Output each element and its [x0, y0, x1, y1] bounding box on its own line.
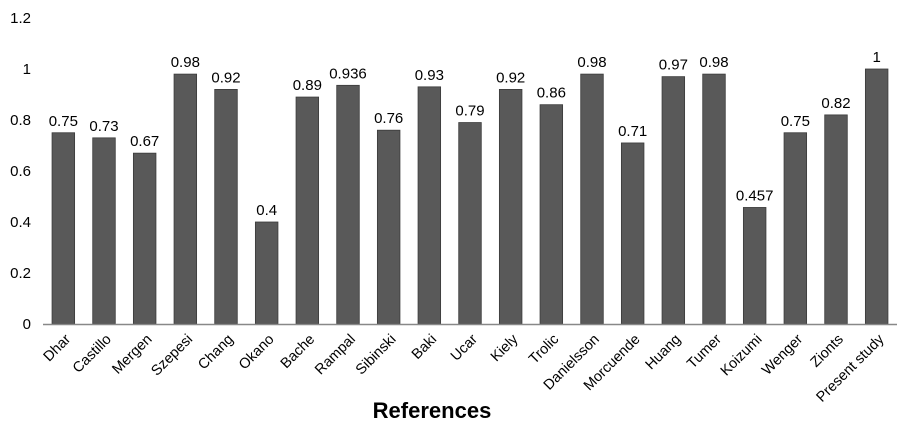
bar [336, 84, 360, 325]
bar [51, 132, 76, 325]
bar [661, 76, 686, 325]
bar-data-label: 0.92 [211, 69, 240, 86]
x-category-label: Mergen [109, 332, 155, 378]
y-tick-label: 1 [23, 61, 31, 78]
x-category-label: Baki [409, 332, 440, 363]
bar-data-label: 0.79 [455, 103, 484, 120]
x-category-label: Castillo [70, 332, 115, 377]
x-category-label: Okano [236, 332, 278, 374]
bar [92, 137, 116, 325]
bar [702, 73, 726, 325]
bar [580, 73, 604, 325]
bar [295, 96, 320, 325]
bar [824, 114, 848, 325]
bar [783, 132, 808, 325]
x-category-label: Dhar [41, 331, 75, 365]
x-category-label: Huang [643, 332, 685, 374]
bar-data-label: 0.93 [415, 67, 444, 84]
bar [417, 86, 442, 325]
bar-data-label: 0.71 [618, 123, 647, 140]
bar-data-label: 0.98 [699, 54, 728, 71]
bar [214, 89, 238, 325]
bar [498, 89, 523, 325]
y-tick-label: 0.8 [10, 112, 31, 129]
bars [51, 68, 889, 325]
bar-data-label: 0.76 [374, 110, 403, 127]
y-tick-label: 1.2 [10, 10, 31, 27]
bar-data-label: 0.97 [659, 57, 688, 74]
bar-data-label: 0.67 [130, 133, 159, 150]
y-tick-label: 0.4 [10, 214, 31, 231]
x-category-label: Rampal [312, 332, 359, 379]
x-category-label: Szepesi [148, 332, 196, 380]
bar-data-label: 0.457 [736, 187, 774, 204]
y-tick-label: 0.6 [10, 163, 31, 180]
x-category-label: Wenger [759, 331, 806, 378]
bar-data-label: 0.4 [256, 202, 277, 219]
x-category-label: Kiely [488, 331, 522, 365]
bar-data-label: 0.75 [781, 113, 810, 130]
bar [376, 129, 401, 325]
bar-data-label: 0.73 [89, 118, 118, 135]
bar-data-label: 0.82 [821, 95, 850, 112]
x-category-label: Koizumi [718, 332, 766, 380]
bar-data-label: 0.98 [171, 54, 200, 71]
bar-data-label: 0.98 [577, 54, 606, 71]
bar [742, 207, 767, 325]
bar [539, 104, 564, 325]
bar [132, 152, 157, 325]
x-axis-title: References [373, 398, 492, 423]
y-axis-ticks: 0 0.2 0.4 0.6 0.8 1 1.2 [10, 10, 31, 333]
x-category-label: Ucar [448, 331, 481, 364]
x-category-label: Zionts [808, 332, 847, 371]
bar [458, 122, 482, 325]
x-category-label: Trolic [526, 332, 562, 368]
y-tick-label: 0.2 [10, 265, 31, 282]
bar-data-label: 0.86 [537, 85, 566, 102]
bar-data-label: 0.75 [49, 113, 78, 130]
bar-data-label: 0.92 [496, 69, 525, 86]
x-category-label: Sibinski [353, 332, 400, 379]
bar-data-label: 0.936 [329, 65, 367, 82]
bar-data-label: 0.89 [293, 77, 322, 94]
bar [864, 68, 889, 325]
bar [173, 73, 198, 325]
bar [254, 221, 279, 325]
bar [620, 142, 645, 325]
x-category-label: Chang [195, 332, 237, 374]
data-labels: 0.75 0.73 0.67 0.98 0.92 0.4 0.89 0.936 0.76 0.93… [49, 49, 881, 219]
y-tick-label: 0 [23, 316, 31, 333]
bar-data-label: 1 [872, 49, 880, 66]
